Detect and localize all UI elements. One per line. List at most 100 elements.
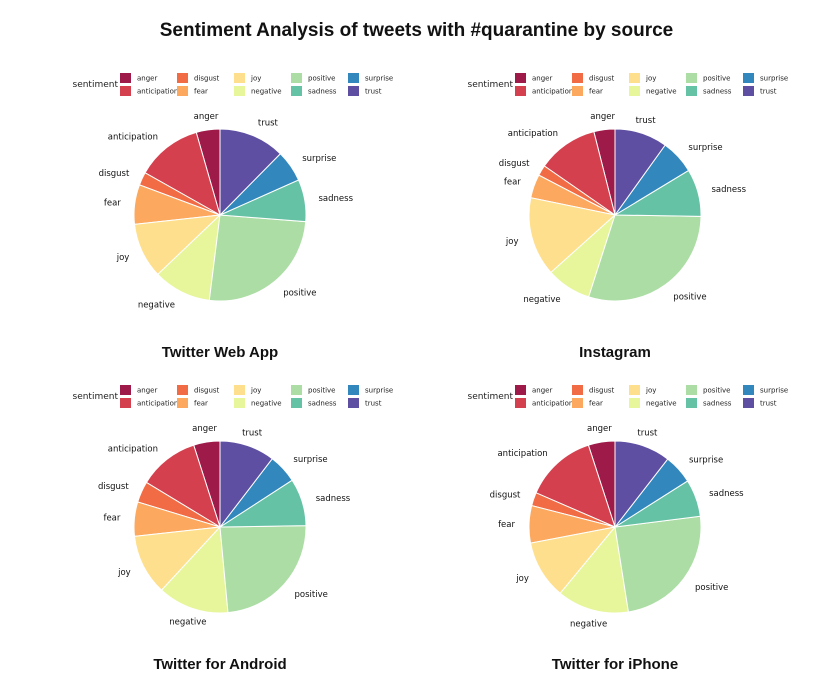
legend-swatch-trust (743, 398, 754, 408)
legend-swatch-disgust (177, 385, 188, 395)
legend-label-fear: fear (589, 400, 603, 408)
slice-label-fear: fear (498, 520, 515, 530)
slice-label-negative: negative (570, 620, 607, 630)
legend-swatch-positive (686, 73, 697, 83)
slice-label-surprise: surprise (293, 455, 327, 465)
legend-swatch-negative (629, 398, 640, 408)
slice-label-negative: negative (523, 295, 560, 305)
legend-label-positive: positive (703, 387, 730, 395)
slice-label-disgust: disgust (499, 159, 530, 169)
pie-chart-svg: sentiment anger anticipation disgust fear joy… (73, 385, 393, 673)
legend-swatch-fear (572, 398, 583, 408)
legend-label-positive: positive (703, 75, 730, 83)
panel-subtitle: Twitter Web App (162, 344, 278, 361)
slice-label-disgust: disgust (99, 169, 130, 179)
legend-label-anger: anger (532, 75, 552, 83)
legend-label-positive: positive (308, 387, 335, 395)
panel-instagram: sentiment anger anticipation disgust fear joy… (465, 60, 833, 380)
legend-label-trust: trust (365, 88, 382, 96)
legend-label-joy: joy (645, 75, 656, 83)
legend-swatch-trust (348, 86, 359, 96)
legend-label-surprise: surprise (760, 387, 788, 395)
slice-label-anger: anger (192, 424, 217, 434)
legend-swatch-disgust (572, 385, 583, 395)
slice-label-trust: trust (258, 119, 279, 129)
legend-swatch-negative (629, 86, 640, 96)
legend-label-trust: trust (365, 400, 382, 408)
legend-label-anticipation: anticipation (137, 400, 178, 408)
legend-label-joy: joy (250, 75, 261, 83)
slice-label-fear: fear (504, 177, 521, 187)
slice-label-positive: positive (283, 289, 316, 299)
slice-label-anticipation: anticipation (108, 445, 158, 455)
slice-label-positive: positive (673, 292, 706, 302)
slice-label-anger: anger (194, 112, 219, 122)
pie-chart-svg: sentiment anger anticipation disgust fear joy… (468, 385, 788, 673)
legend-label-disgust: disgust (589, 75, 615, 83)
pie-slice-joy (528, 197, 617, 274)
legend-label-disgust: disgust (194, 387, 220, 395)
legend-label-positive: positive (308, 75, 335, 83)
pie-chart-svg: sentiment anger anticipation disgust fear joy… (468, 73, 788, 361)
slice-label-negative: negative (138, 300, 175, 310)
legend-swatch-anticipation (515, 86, 526, 96)
slice-label-anger: anger (590, 112, 615, 122)
legend-swatch-surprise (743, 73, 754, 83)
pie-slice-positive (208, 214, 307, 302)
legend-swatch-anger (515, 73, 526, 83)
pie-slice-positive (588, 214, 702, 302)
legend-swatch-disgust (177, 73, 188, 83)
legend-swatch-anger (120, 385, 131, 395)
legend-label-disgust: disgust (194, 75, 220, 83)
legend-label-sadness: sadness (703, 88, 732, 96)
legend-label-anger: anger (532, 387, 552, 395)
legend-title: sentiment (73, 80, 119, 90)
legend-label-fear: fear (589, 88, 603, 96)
legend-label-negative: negative (251, 88, 282, 96)
legend-label-anticipation: anticipation (532, 88, 573, 96)
pie-slice-positive (219, 525, 307, 614)
slice-label-anger: anger (587, 424, 612, 434)
pie-slice-anticipation (144, 131, 221, 217)
slice-label-joy: joy (515, 574, 529, 584)
legend-label-negative: negative (251, 400, 282, 408)
legend-label-anger: anger (137, 387, 157, 395)
legend-label-joy: joy (250, 387, 261, 395)
pie-chart-svg: sentiment anger anticipation disgust fear joy… (73, 73, 393, 361)
pie-slice-trust (614, 440, 669, 529)
legend-swatch-joy (234, 385, 245, 395)
legend-swatch-joy (629, 385, 640, 395)
slice-label-trust: trust (242, 428, 263, 438)
legend-swatch-positive (686, 385, 697, 395)
legend-swatch-surprise (348, 385, 359, 395)
slice-label-positive: positive (295, 590, 328, 600)
legend-swatch-anger (515, 385, 526, 395)
legend-label-negative: negative (646, 400, 677, 408)
legend-swatch-anticipation (120, 86, 131, 96)
legend-swatch-sadness (291, 398, 302, 408)
slice-label-surprise: surprise (302, 154, 336, 164)
slice-label-joy: joy (117, 568, 131, 578)
legend-label-surprise: surprise (365, 387, 393, 395)
legend-swatch-negative (234, 398, 245, 408)
legend-label-sadness: sadness (308, 88, 337, 96)
pie-slice-trust (219, 128, 282, 217)
legend-swatch-fear (572, 86, 583, 96)
legend-title: sentiment (468, 392, 514, 402)
slice-label-anticipation: anticipation (508, 129, 558, 139)
legend-title: sentiment (468, 80, 514, 90)
slice-label-sadness: sadness (709, 489, 744, 499)
legend-swatch-fear (177, 398, 188, 408)
legend-label-disgust: disgust (589, 387, 615, 395)
chart-title: Sentiment Analysis of tweets with #quara… (159, 20, 674, 41)
pie-slice-negative (559, 525, 630, 614)
legend-swatch-surprise (743, 385, 754, 395)
legend-label-anger: anger (137, 75, 157, 83)
slice-label-positive: positive (695, 583, 728, 593)
panel-subtitle: Twitter for iPhone (552, 656, 678, 673)
legend-swatch-sadness (686, 398, 697, 408)
slice-label-joy: joy (116, 253, 130, 263)
legend-label-anticipation: anticipation (532, 400, 573, 408)
legend-label-surprise: surprise (760, 75, 788, 83)
legend-swatch-anticipation (515, 398, 526, 408)
